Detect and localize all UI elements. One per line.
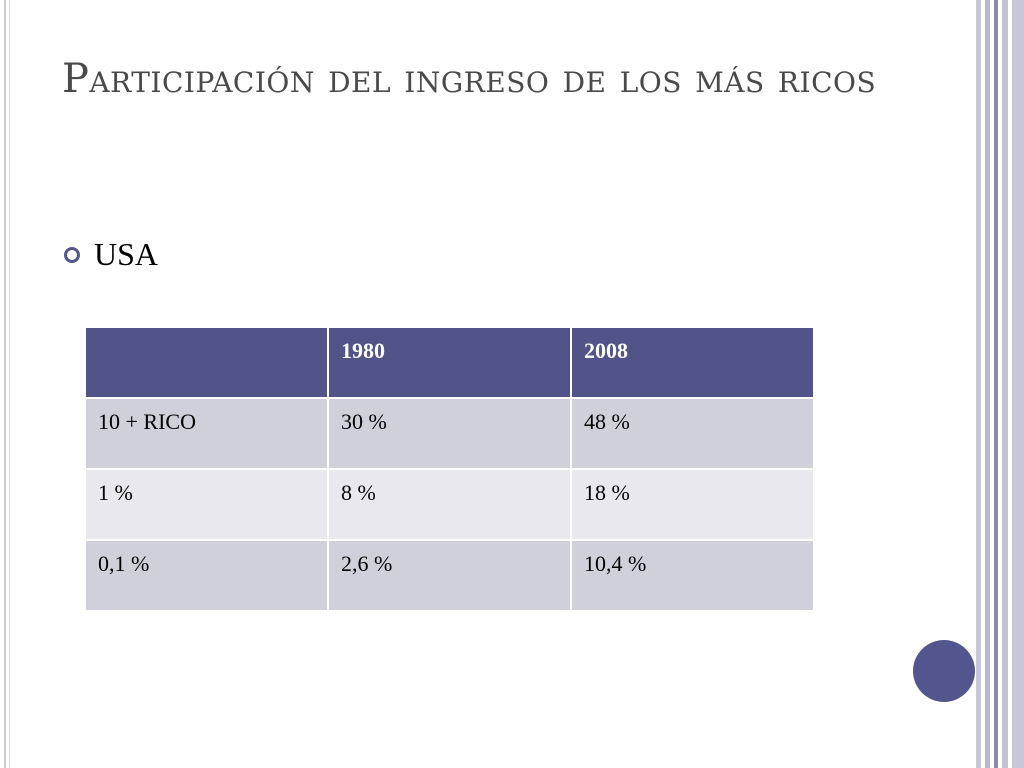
right-stripe-gap <box>1008 0 1012 768</box>
right-stripe <box>976 0 981 768</box>
table-cell: 0,1 % <box>84 539 329 612</box>
table-cell: 30 % <box>327 397 572 470</box>
table-cell: 1 % <box>84 468 329 541</box>
table-header-cell: 1980 <box>327 326 572 399</box>
table-cell: 18 % <box>570 468 815 541</box>
table-header-cell <box>84 326 329 399</box>
right-stripe-gap <box>981 0 985 768</box>
left-border-line <box>4 0 6 768</box>
table-row: 10 + RICO 30 % 48 % <box>84 397 815 470</box>
right-stripe <box>1012 0 1024 768</box>
left-border-line-inner <box>9 0 10 768</box>
table-row: 0,1 % 2,6 % 10,4 % <box>84 539 815 612</box>
table-row: 1 % 8 % 18 % <box>84 468 815 541</box>
circle-bullet-icon <box>64 246 80 263</box>
right-stripe-gap <box>998 0 1002 768</box>
right-stripe <box>985 0 990 768</box>
table-cell: 8 % <box>327 468 572 541</box>
table-cell: 10,4 % <box>570 539 815 612</box>
decorative-circle <box>913 640 975 702</box>
right-stripe <box>994 0 998 768</box>
right-stripe-gap <box>990 0 994 768</box>
right-stripe <box>1002 0 1008 768</box>
table-cell: 10 + RICO <box>84 397 329 470</box>
table-cell: 48 % <box>570 397 815 470</box>
table-header-cell: 2008 <box>570 326 815 399</box>
income-table: 1980 2008 10 + RICO 30 % 48 % 1 % 8 % 18… <box>84 326 815 612</box>
bullet-text: USA <box>94 236 159 272</box>
table-cell: 2,6 % <box>327 539 572 612</box>
bullet-item: USA <box>64 236 158 273</box>
slide-title: Participación del ingreso de los más ric… <box>62 56 877 102</box>
table-header-row: 1980 2008 <box>84 326 815 399</box>
